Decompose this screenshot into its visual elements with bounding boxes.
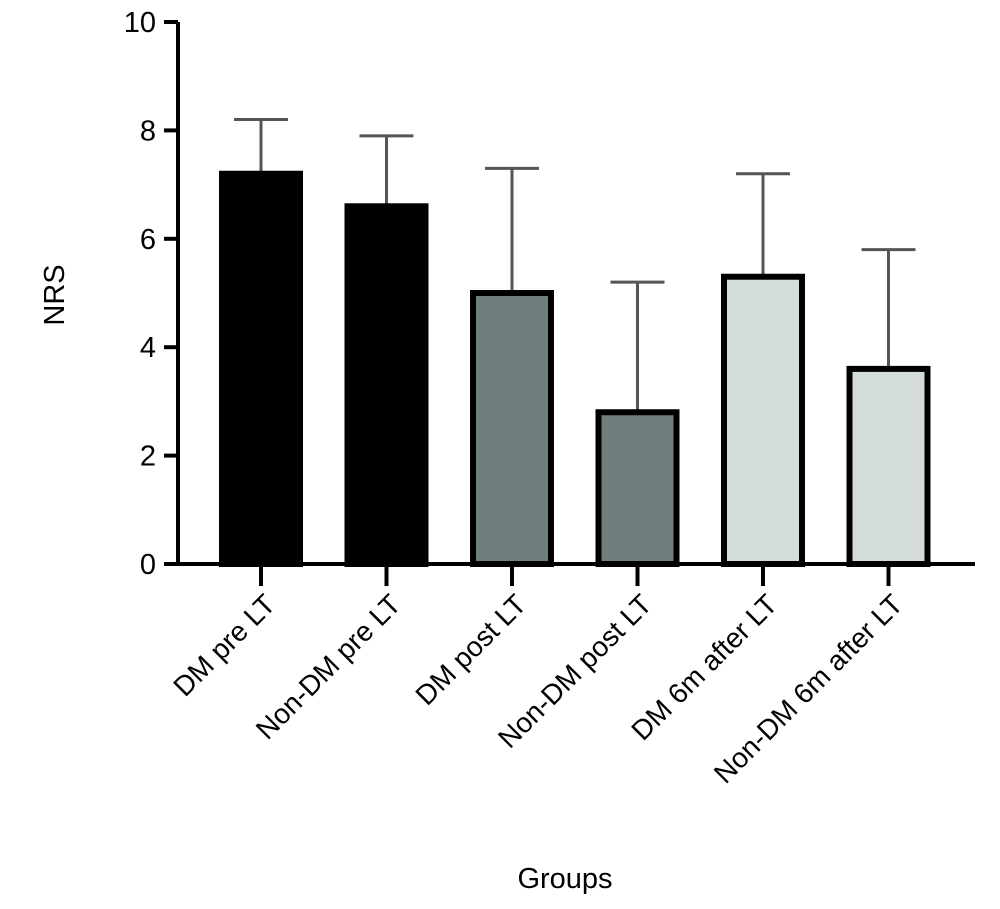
- y-tick-label-0: 0: [140, 549, 156, 581]
- y-tick-label-3: 6: [140, 224, 156, 256]
- y-tick-label-5: 10: [124, 7, 156, 39]
- bar-2: [470, 290, 554, 567]
- bar-1: [344, 203, 429, 567]
- y-tick-label-1: 2: [140, 441, 156, 473]
- y-tick-label-2: 4: [140, 332, 156, 364]
- bar-4: [721, 273, 805, 567]
- x-tick-label-0: DM pre LT: [167, 588, 281, 702]
- bar-0: [219, 170, 303, 567]
- y-tick-label-4: 8: [140, 115, 156, 147]
- bar-3: [595, 409, 680, 567]
- x-tick-label-2: DM post LT: [409, 588, 532, 711]
- x-axis-title: Groups: [517, 863, 612, 895]
- y-axis-title: NRS: [39, 264, 71, 325]
- bar-5: [846, 365, 931, 567]
